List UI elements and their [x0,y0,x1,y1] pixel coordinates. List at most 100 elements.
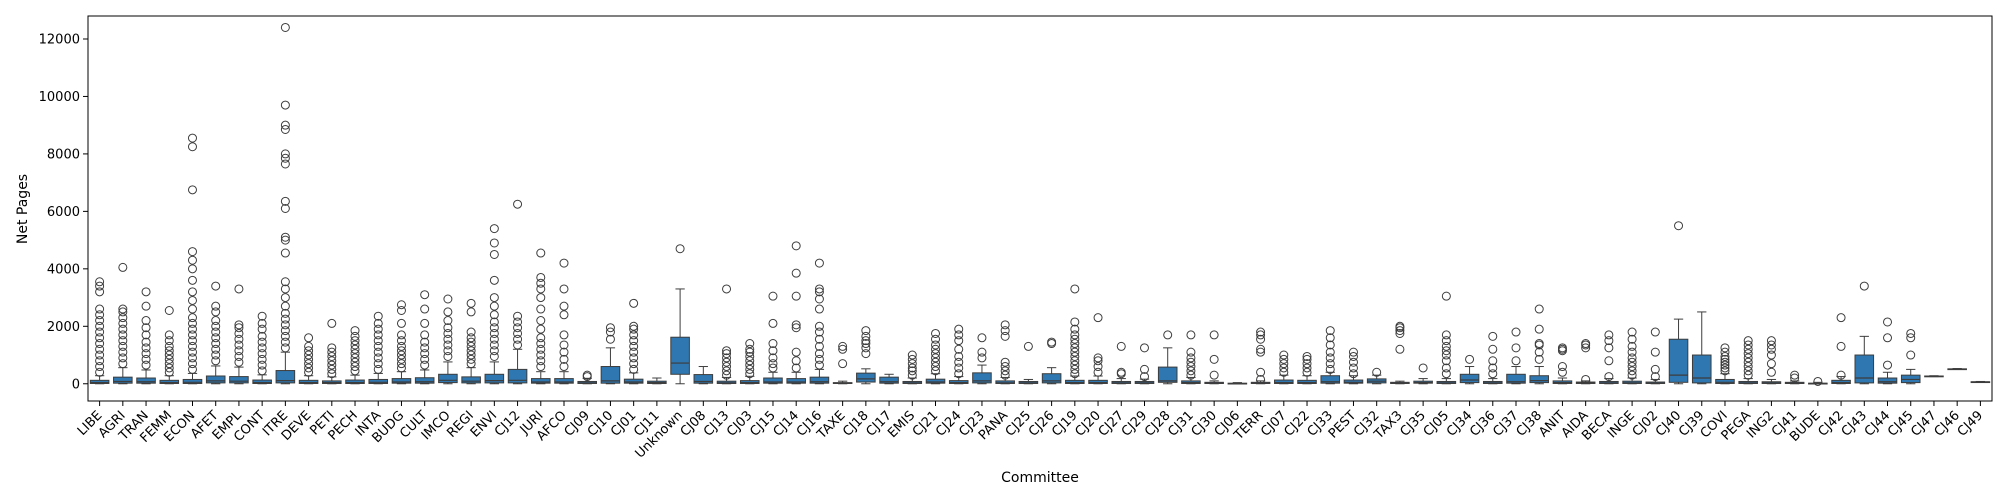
box-REGI [461,298,481,385]
outlier-point [1441,341,1451,351]
outlier-point [1906,328,1916,338]
outlier-point [257,354,267,364]
box-EMIS [902,350,923,385]
outlier-point [559,340,569,350]
outlier-point [257,318,267,328]
outlier-point [814,349,824,359]
outlier-point [466,359,476,369]
outlier-point [1279,350,1289,360]
outlier-point [861,343,871,353]
outlier-point [280,337,290,347]
outlier-point [280,308,290,318]
outlier-point [1000,362,1010,372]
box-CJ49 [1970,380,1991,384]
outlier-point [118,347,128,357]
outlier-point [141,343,151,353]
box-CJ33 [1320,326,1341,385]
outlier-point [1070,284,1080,294]
outlier-point [280,124,290,134]
box-AGRI [113,262,133,385]
outlier-point [907,363,917,373]
outlier-point [629,321,639,331]
outlier-point [373,336,383,346]
outlier-point [211,327,221,337]
box-iqr [275,370,296,384]
outlier-point [768,359,778,369]
outlier-point [1348,363,1358,373]
outlier-point [95,356,105,366]
outlier-point [187,347,197,357]
outlier-point [304,359,314,369]
box-iqr [368,378,389,384]
outlier-point [234,351,244,361]
outlier-point [280,284,290,294]
outlier-point [187,264,197,274]
outlier-point [443,307,453,317]
outlier-point [211,333,221,343]
outlier-point [141,360,151,370]
outlier-point [768,346,778,356]
box-CULT [414,290,435,385]
outlier-point [954,344,964,354]
outlier-point [187,318,197,328]
box-CJ28 [1157,330,1178,385]
box-CJ38 [1529,304,1550,385]
outlier-point [350,362,360,372]
box-marks [89,22,1991,386]
box-CJ40 [1668,221,1689,385]
outlier-point [118,324,128,334]
outlier-point [1743,366,1753,376]
outlier-point [1627,334,1637,344]
outlier-point [814,321,824,331]
outlier-point [187,313,197,323]
outlier-point [187,287,197,297]
outlier-point [1093,353,1103,363]
outlier-point [257,360,267,370]
outlier-point [489,293,499,303]
box-CJ22 [1297,351,1317,385]
box-AFCO [554,258,574,385]
box-DEVE [298,333,319,385]
outlier-point [443,340,453,350]
outlier-point [931,328,941,338]
outlier-point [164,330,174,340]
outlier-point [327,318,337,328]
outlier-point [745,360,755,370]
outlier-point [1581,339,1591,349]
outlier-point [257,366,267,376]
outlier-point [350,349,360,359]
outlier-point [861,349,871,359]
outlier-point [931,349,941,359]
outlier-point [420,337,430,347]
outlier-point [1488,369,1498,379]
outlier-point [1627,370,1637,380]
box-iqr [182,378,203,384]
outlier-point [907,354,917,364]
box-iqr [345,379,365,384]
outlier-point [118,359,128,369]
outlier-point [954,357,964,367]
box-iqr [1854,354,1875,384]
outlier-point [1279,359,1289,369]
outlier-point [1581,343,1591,353]
outlier-point [280,235,290,245]
outlier-point [95,367,105,377]
outlier-point [814,304,824,314]
outlier-point [791,241,801,251]
outlier-point [95,344,105,354]
outlier-point [1093,362,1103,372]
outlier-point [1000,370,1010,380]
box-ANIT [1552,343,1573,385]
outlier-point [1302,354,1312,364]
outlier-point [513,340,523,350]
outlier-point [373,318,383,328]
outlier-point [420,343,430,353]
box-CJ41 [1784,370,1805,385]
outlier-point [304,341,314,351]
outlier-point [629,341,639,351]
outlier-point [1070,351,1080,361]
outlier-point [466,346,476,356]
box-AIDA [1575,339,1596,385]
box-CJ36 [1482,331,1503,385]
outlier-point [141,337,151,347]
